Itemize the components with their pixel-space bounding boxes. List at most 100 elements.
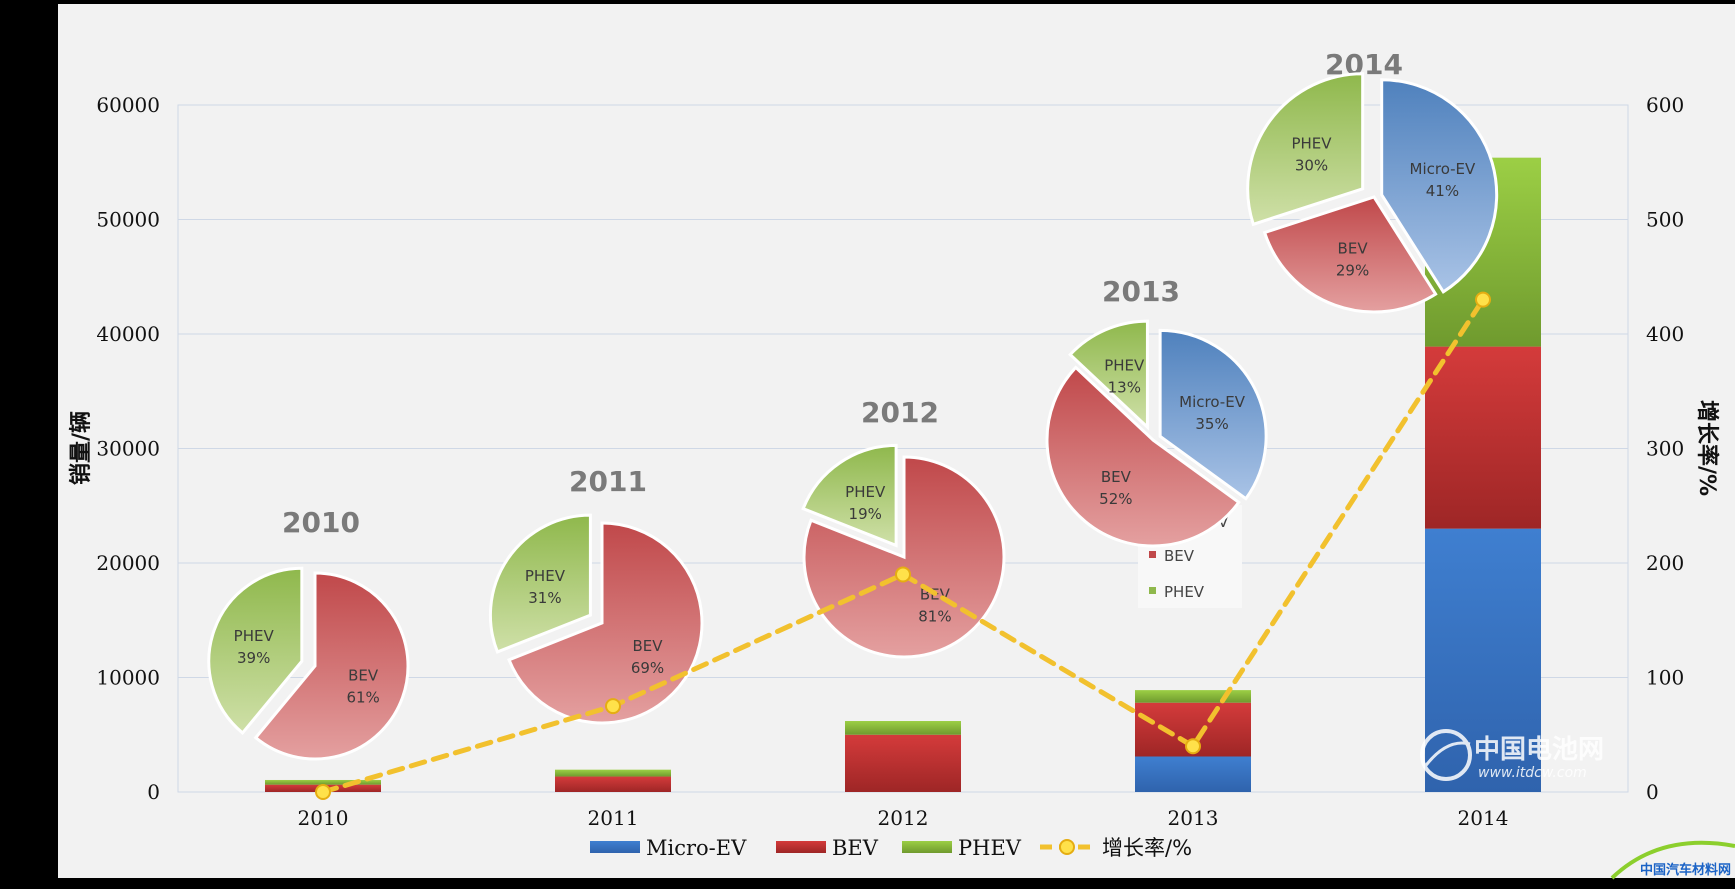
pie-slice-percent: 31% <box>528 589 561 607</box>
pie-slice-phev <box>1246 72 1365 227</box>
bar-phev-2011 <box>555 769 671 777</box>
pie-title: 2011 <box>569 465 647 498</box>
growth-rate-point <box>605 698 621 715</box>
bar-micro-ev-2013 <box>1135 756 1251 792</box>
legend-label-phev: PHEV <box>958 836 1022 860</box>
bar-bev-2012 <box>845 734 961 792</box>
pie-slice-label: PHEV <box>845 483 886 501</box>
pie-slice-bev <box>1262 195 1438 314</box>
mini-legend-fragment: V <box>1218 513 1229 531</box>
legend-label-growth-rate: 增长率/% <box>1102 836 1192 860</box>
legend-label-bev: BEV <box>832 836 879 860</box>
legend-swatch-phev <box>902 841 952 853</box>
pie-slice-percent: 30% <box>1295 157 1328 175</box>
pie-2010: 2010 BEV 61% PHEV 39% <box>207 506 410 761</box>
x-tick-label: 2012 <box>878 806 929 830</box>
y-axis-title-right: 增长率/% <box>1694 400 1720 496</box>
pie-slice-percent: 39% <box>237 649 270 667</box>
y-tick-label: 50000 <box>96 208 160 232</box>
pie-slice-percent: 61% <box>346 688 379 706</box>
legend-swatch-micro-ev <box>590 841 640 853</box>
legend: Micro-EV BEV PHEV 增长率/% <box>590 836 1192 860</box>
bar-bev-2014 <box>1425 346 1541 529</box>
pie-slice-bev <box>507 521 704 725</box>
watermark-url: www.itdcw.com <box>1478 765 1587 781</box>
pie-charts: 2010 BEV 61% PHEV 39% 2011 BEV 69% PHEV 31% 2012 BE… <box>207 48 1499 761</box>
globe-swoosh <box>1422 741 1471 769</box>
pie-slice-percent: 69% <box>631 659 664 677</box>
pie-slice-label: PHEV <box>234 627 275 645</box>
y-tick-label: 60000 <box>96 93 160 117</box>
pie-slice-bev <box>1045 365 1241 548</box>
growth-rate-point <box>1185 738 1201 755</box>
pie-slice-label: BEV <box>1338 240 1369 258</box>
pie-slice-label: BEV <box>632 637 663 655</box>
y-tick-label: 30000 <box>96 437 160 461</box>
pie-slice-label: PHEV <box>525 567 566 585</box>
corner-logo-text: 中国汽车材料网 <box>1640 862 1731 878</box>
growth-rate-point <box>315 784 331 800</box>
left-axis-ticks: 0 10000 20000 30000 40000 50000 60000 <box>96 93 160 804</box>
stacked-bars <box>265 157 1541 792</box>
y-axis-title: 销量/辆 <box>68 411 94 485</box>
pie-slice-label: Micro-EV <box>1179 393 1246 411</box>
bar-bev-2011 <box>555 776 671 792</box>
pie-slice-label: BEV <box>1101 468 1132 486</box>
pie-slice-percent: 81% <box>918 607 951 625</box>
y-tick-label: 0 <box>147 780 160 804</box>
y-tick-label: 10000 <box>96 666 160 690</box>
corner-logo: 中国汽车材料网 <box>1610 840 1735 880</box>
y-tick-label: 20000 <box>96 551 160 575</box>
y-right-tick-label: 300 <box>1646 437 1684 461</box>
pie-slice-phev <box>207 566 304 736</box>
growth-rate-line <box>315 291 1491 800</box>
pie-slice-phev <box>801 443 898 548</box>
bar-phev-2010 <box>265 779 381 785</box>
pie-slice-micro-ev <box>1380 78 1499 294</box>
bar-phev-2013 <box>1135 690 1251 703</box>
pie-2011: 2011 BEV 69% PHEV 31% <box>488 465 704 725</box>
pie-slice-label: PHEV <box>1291 135 1332 153</box>
y-right-tick-label: 500 <box>1646 208 1684 232</box>
pie-2013: 2013 Micro-EV 35% BEV 52% PHEV 13% <box>1045 275 1268 548</box>
pie-slice-percent: 19% <box>849 505 882 523</box>
right-axis-ticks: 0 100 200 300 400 500 600 <box>1646 93 1684 804</box>
pie-slice-percent: 35% <box>1195 415 1228 433</box>
y-right-tick-label: 200 <box>1646 551 1684 575</box>
watermark-brand: 中国电池网 <box>1474 735 1604 765</box>
y-right-tick-label: 0 <box>1646 780 1659 804</box>
globe-icon <box>1420 729 1472 781</box>
legend-marker-growth-rate <box>1059 839 1075 855</box>
x-tick-label: 2011 <box>588 806 639 830</box>
growth-rate-point <box>895 566 911 583</box>
pie-title: 2010 <box>282 506 360 539</box>
pie-slice-percent: 13% <box>1108 379 1141 397</box>
y-right-tick-label: 100 <box>1646 666 1684 690</box>
pie-slice-micro-ev <box>1158 328 1268 501</box>
pie-slice-bev <box>253 571 410 761</box>
pie-slice-percent: 52% <box>1099 490 1132 508</box>
pie-slice-label: BEV <box>348 666 379 684</box>
y-right-tick-label: 400 <box>1646 322 1684 346</box>
corner-logo-arc <box>1610 840 1735 880</box>
y-tick-label: 40000 <box>96 322 160 346</box>
x-axis-ticks: 2010 2011 2012 2013 2014 <box>298 806 1509 830</box>
y-right-tick-label: 600 <box>1646 93 1684 117</box>
bar-phev-2012 <box>845 721 961 735</box>
pie-slice-label: Micro-EV <box>1410 160 1477 178</box>
x-tick-label: 2014 <box>1458 806 1509 830</box>
pie-slice-percent: 41% <box>1426 182 1459 200</box>
pie-slice-phev <box>488 513 592 654</box>
mini-legend-bev-swatch <box>1149 551 1156 558</box>
pie-title: 2012 <box>861 396 939 429</box>
mini-legend-bev: BEV <box>1164 547 1195 565</box>
watermark: 中国电池网 www.itdcw.com <box>1420 729 1604 781</box>
mini-legend-phev-swatch <box>1149 587 1156 594</box>
legend-label-micro-ev: Micro-EV <box>646 836 747 860</box>
growth-rate-point <box>1475 291 1491 308</box>
x-tick-label: 2010 <box>298 806 349 830</box>
x-tick-label: 2013 <box>1168 806 1219 830</box>
mini-legend-phev: PHEV <box>1164 583 1205 601</box>
